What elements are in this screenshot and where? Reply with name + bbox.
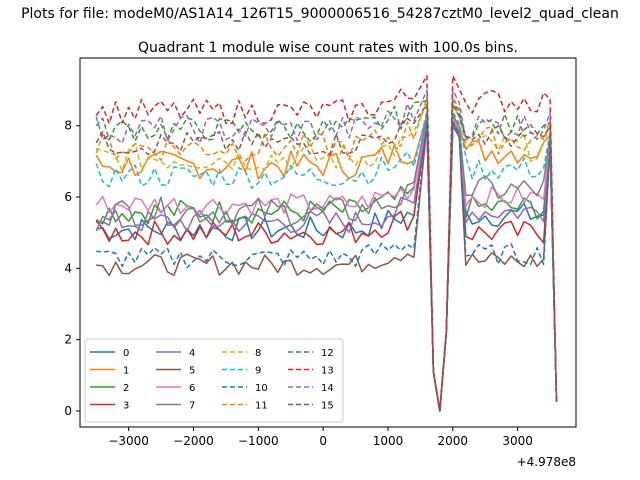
x-tick-label: 3000 bbox=[502, 434, 533, 448]
series-line-8 bbox=[95, 103, 558, 412]
x-axis: −3000 −2000 −1000 0 1000 2000 3000 bbox=[108, 427, 533, 448]
series-line-13 bbox=[95, 75, 558, 412]
series-line-6 bbox=[95, 117, 558, 412]
legend-label-8: 8 bbox=[255, 348, 261, 359]
x-tick-label: −2000 bbox=[173, 434, 214, 448]
legend-label-9: 9 bbox=[255, 366, 261, 377]
series-line-5 bbox=[96, 124, 558, 412]
legend-label-10: 10 bbox=[255, 383, 268, 394]
y-tick-label: 8 bbox=[64, 119, 72, 133]
chart-title: Quadrant 1 module wise count rates with … bbox=[138, 40, 518, 56]
x-tick-label: −1000 bbox=[238, 434, 279, 448]
y-tick-label: 4 bbox=[64, 261, 72, 275]
x-tick-label: 0 bbox=[319, 434, 327, 448]
series-line-10 bbox=[96, 121, 558, 412]
legend-label-12: 12 bbox=[321, 348, 334, 359]
legend-label-6: 6 bbox=[189, 383, 195, 394]
legend-label-13: 13 bbox=[321, 366, 334, 377]
y-axis: 0 2 4 6 8 bbox=[64, 119, 80, 418]
x-offset-label: +4.978e8 bbox=[517, 455, 576, 469]
legend-label-7: 7 bbox=[189, 401, 195, 412]
legend-label-0: 0 bbox=[123, 348, 129, 359]
x-tick-label: 1000 bbox=[373, 434, 404, 448]
plot-area-frame bbox=[79, 57, 577, 428]
legend-label-4: 4 bbox=[189, 348, 195, 359]
y-tick-label: 6 bbox=[64, 190, 72, 204]
legend-label-14: 14 bbox=[321, 383, 334, 394]
series-line-14 bbox=[95, 89, 558, 412]
figure-suptitle: Plots for file: modeM0/AS1A14_126T15_900… bbox=[21, 6, 619, 22]
legend-box bbox=[84, 338, 344, 423]
legend-label-1: 1 bbox=[123, 366, 129, 377]
x-tick-label: 2000 bbox=[438, 434, 469, 448]
legend-label-11: 11 bbox=[255, 401, 268, 412]
legend-label-15: 15 bbox=[321, 401, 334, 412]
legend-label-5: 5 bbox=[189, 366, 195, 377]
series-line-1 bbox=[95, 114, 558, 412]
series-line-7 bbox=[96, 114, 558, 412]
series-line-4 bbox=[95, 121, 558, 412]
series-line-9 bbox=[95, 110, 558, 412]
series-line-12 bbox=[95, 100, 558, 412]
series-line-15 bbox=[95, 103, 558, 412]
series-line-3 bbox=[95, 121, 558, 412]
legend-label-3: 3 bbox=[123, 401, 129, 412]
y-tick-label: 2 bbox=[64, 333, 72, 347]
y-tick-label: 0 bbox=[64, 404, 72, 418]
series-lines bbox=[95, 75, 558, 412]
x-tick-label: −3000 bbox=[108, 434, 149, 448]
legend-label-2: 2 bbox=[123, 383, 129, 394]
